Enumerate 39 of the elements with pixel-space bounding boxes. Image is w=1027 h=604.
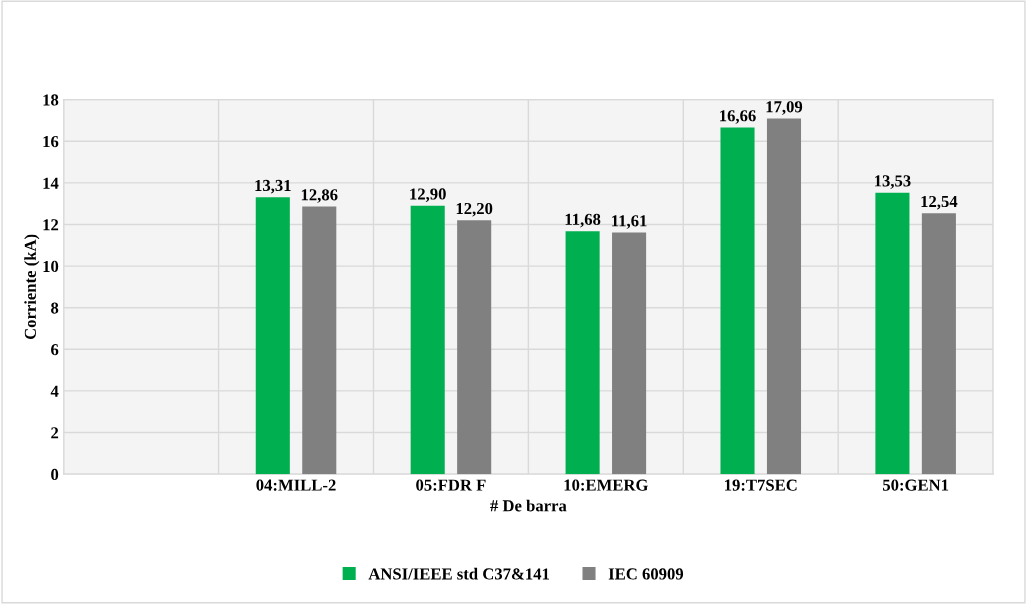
y-tick-label: 2 — [51, 427, 59, 439]
y-tick-label: 4 — [50, 385, 59, 397]
x-tick-label: 05:FDR F — [416, 479, 486, 491]
y-tick-label: 18 — [43, 94, 59, 106]
bar — [565, 231, 600, 475]
legend-label: ANSI/IEEE std C37&141 — [368, 567, 549, 580]
bar — [766, 118, 802, 475]
data-label: 17,09 — [766, 101, 803, 115]
y-tick-label: 10 — [43, 260, 59, 273]
bar — [410, 205, 445, 475]
bar — [720, 127, 755, 475]
data-label: 12,54 — [921, 195, 958, 210]
data-label: 13,53 — [875, 175, 911, 189]
y-tick-label: 16 — [43, 136, 59, 148]
y-tick-label: 14 — [43, 177, 59, 189]
data-label: 11,68 — [565, 213, 601, 228]
y-tick-label: 0 — [51, 468, 59, 481]
legend-label: IEC 60909 — [608, 568, 684, 580]
data-label: 12,20 — [456, 202, 493, 217]
x-tick-label: 50:GEN1 — [882, 479, 949, 491]
data-label: 16,66 — [720, 110, 756, 124]
bar — [302, 206, 337, 475]
bar — [255, 197, 290, 475]
y-tick-label: 12 — [43, 219, 59, 231]
data-label: 13,31 — [255, 179, 291, 194]
bar — [921, 213, 956, 475]
bar — [875, 192, 910, 475]
y-axis-title: Corriente (kA) — [24, 234, 40, 340]
x-axis-title: # De barra — [490, 499, 567, 512]
bar — [612, 232, 647, 475]
data-label: 12,86 — [301, 189, 338, 203]
x-tick-label: 19:T7SEC — [725, 479, 797, 491]
bar — [457, 220, 492, 475]
data-label: 12,90 — [410, 188, 446, 203]
y-tick-label: 8 — [51, 302, 59, 314]
x-tick-label: 04:MILL-2 — [256, 479, 336, 491]
data-label: 11,61 — [612, 215, 647, 229]
x-tick-label: 10:EMERG — [564, 479, 648, 491]
y-tick-label: 6 — [51, 344, 59, 356]
